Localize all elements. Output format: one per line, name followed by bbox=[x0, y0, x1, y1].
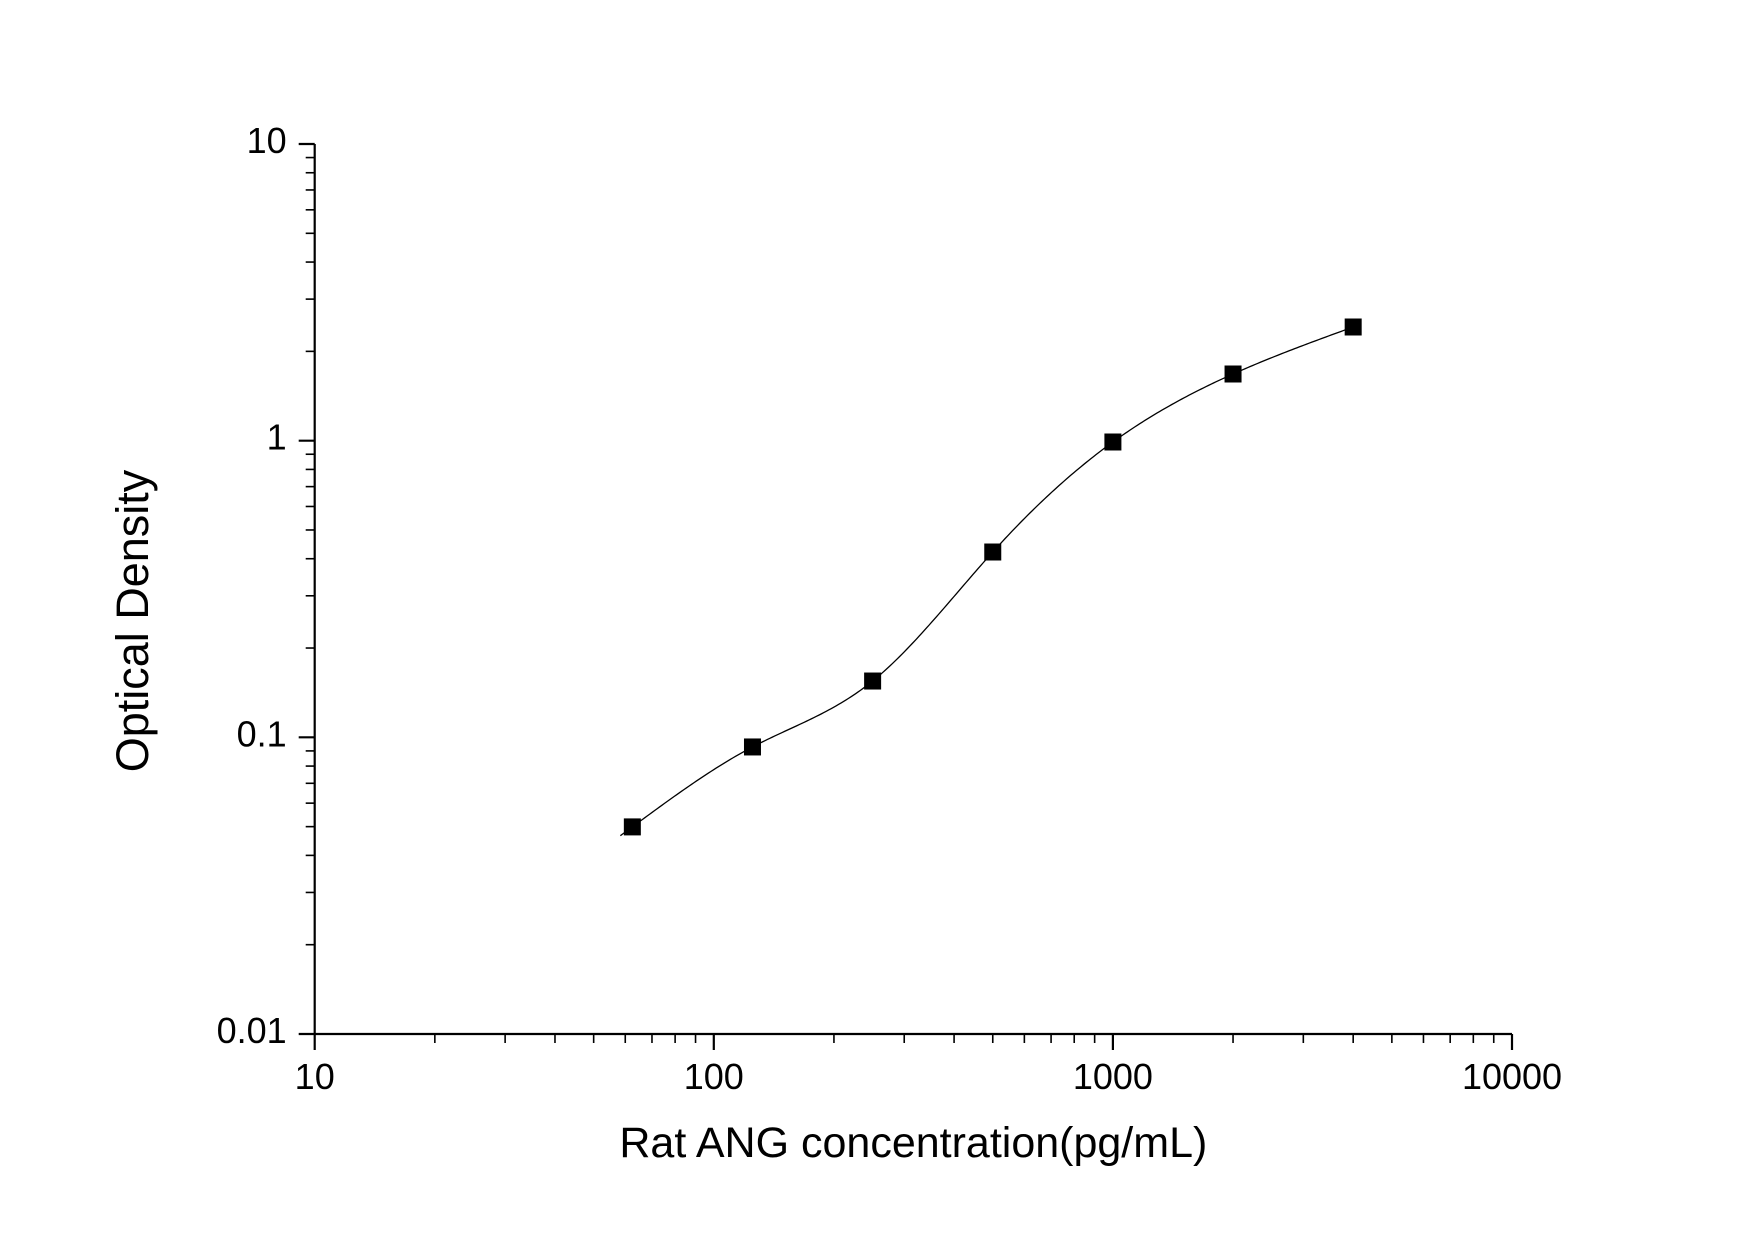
svg-text:Rat ANG concentration(pg/mL): Rat ANG concentration(pg/mL) bbox=[619, 1119, 1207, 1167]
svg-text:10000: 10000 bbox=[1462, 1056, 1562, 1097]
svg-text:100: 100 bbox=[684, 1056, 744, 1097]
svg-text:0.1: 0.1 bbox=[237, 713, 287, 754]
svg-text:Optical Density: Optical Density bbox=[107, 469, 158, 772]
svg-text:10: 10 bbox=[247, 120, 287, 161]
svg-text:10: 10 bbox=[295, 1056, 335, 1097]
svg-text:1: 1 bbox=[267, 417, 287, 458]
svg-text:1000: 1000 bbox=[1073, 1056, 1153, 1097]
svg-text:0.01: 0.01 bbox=[217, 1010, 287, 1051]
